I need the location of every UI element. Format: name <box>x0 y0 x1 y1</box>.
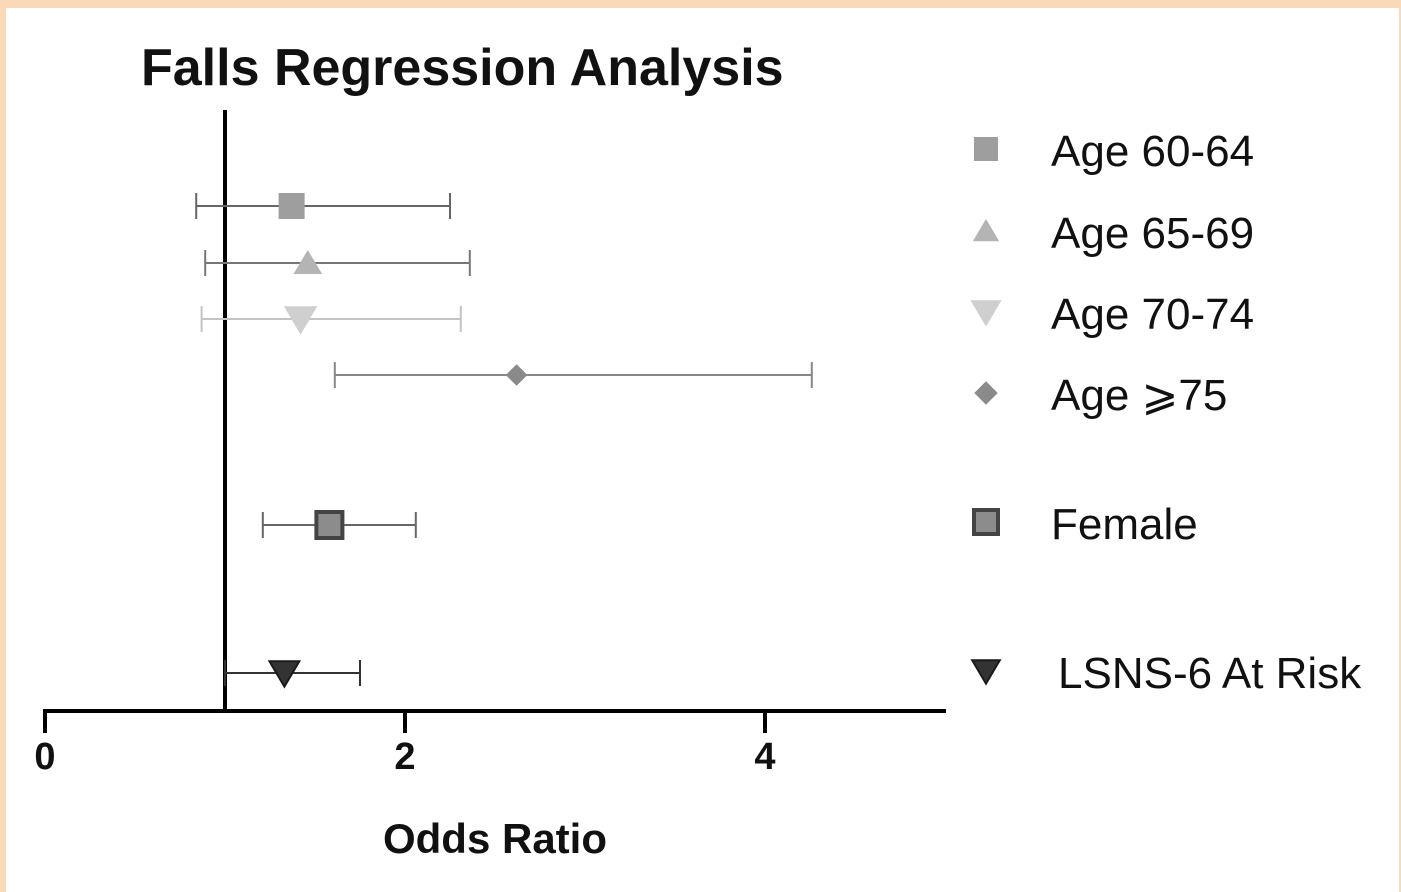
series-age-65-69 <box>204 250 471 276</box>
point-lsns-6-at-risk <box>267 660 302 689</box>
chart-title: Falls Regression Analysis <box>141 39 784 97</box>
point-age-70-74 <box>283 306 318 335</box>
legend-label-age-70-74: Age 70-74 <box>1051 290 1254 339</box>
legend-entry-age-75: Age ⩾75 <box>974 371 1227 420</box>
legend-label-age-60-64: Age 60-64 <box>1051 127 1254 176</box>
series-lsns-6-at-risk <box>224 660 361 689</box>
legend-marker-age-65-69 <box>972 219 1000 242</box>
x-tick-label-2: 2 <box>394 736 415 778</box>
legend-marker-age-70-74 <box>970 300 1002 327</box>
legend-marker-age-60-64 <box>974 137 998 161</box>
legend-entry-lsns-6-at-risk: LSNS-6 At Risk <box>970 649 1362 698</box>
x-tick-label-0: 0 <box>34 736 55 778</box>
legend-entry-age-60-64: Age 60-64 <box>974 127 1254 176</box>
legend: Age 60-64 Age 65-69 Age 70-74 Age ⩾75 Female… <box>970 127 1362 698</box>
legend-entry-age-70-74: Age 70-74 <box>970 290 1254 339</box>
series-age-60-64 <box>195 193 451 219</box>
legend-entry-age-65-69: Age 65-69 <box>972 209 1254 258</box>
legend-entry-female: Female <box>972 500 1198 549</box>
legend-marker-age-75 <box>974 381 998 405</box>
legend-marker-female <box>972 508 1000 536</box>
legend-marker-lsns-6-at-risk <box>970 659 1002 686</box>
data-marks <box>195 193 813 689</box>
x-axis-label: Odds Ratio <box>383 815 607 862</box>
x-tick-label-4: 4 <box>754 736 775 778</box>
point-age-75 <box>505 364 528 386</box>
point-female <box>314 510 345 540</box>
legend-label-lsns-6-at-risk: LSNS-6 At Risk <box>1058 649 1362 698</box>
series-female <box>261 510 417 540</box>
legend-label-female: Female <box>1051 500 1198 549</box>
point-age-65-69 <box>293 250 323 275</box>
series-age-75 <box>333 362 813 388</box>
legend-label-age-75: Age ⩾75 <box>1051 371 1227 420</box>
x-axis: 0 2 4 <box>34 709 946 778</box>
series-age-70-74 <box>200 306 462 335</box>
point-age-60-64 <box>278 193 305 219</box>
legend-label-age-65-69: Age 65-69 <box>1051 209 1254 258</box>
